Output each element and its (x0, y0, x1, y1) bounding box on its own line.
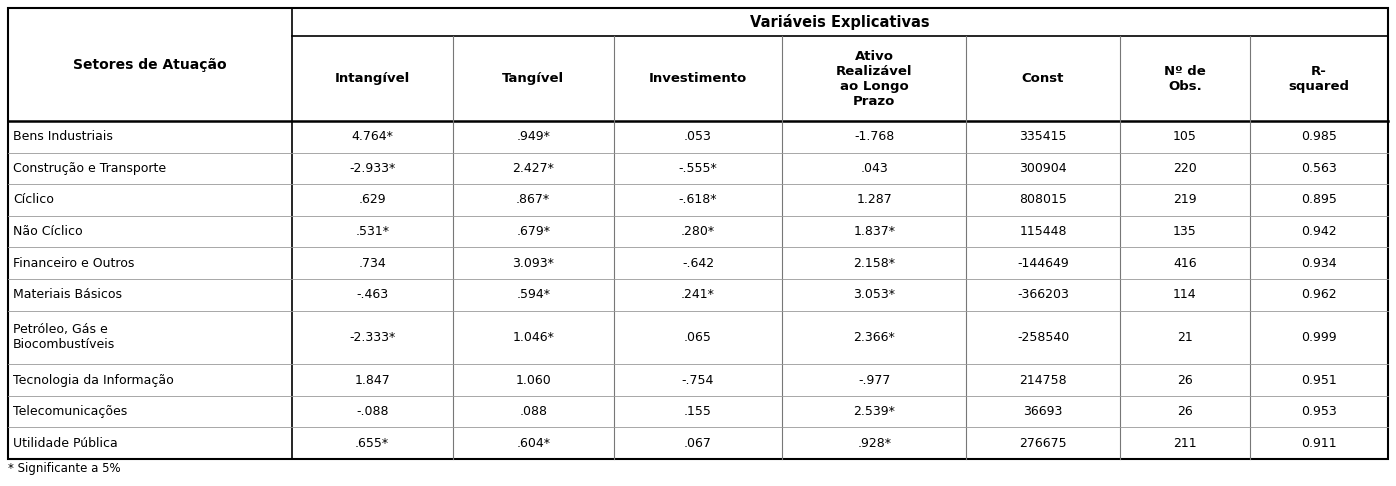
Text: 300904: 300904 (1019, 162, 1067, 175)
Text: Bens Industriais: Bens Industriais (13, 130, 113, 143)
Text: 0.951: 0.951 (1301, 374, 1337, 386)
Text: Cíclico: Cíclico (13, 193, 54, 207)
Text: 211: 211 (1173, 437, 1196, 450)
Text: 0.563: 0.563 (1301, 162, 1337, 175)
Text: 3.053*: 3.053* (853, 288, 895, 301)
Text: Financeiro e Outros: Financeiro e Outros (13, 257, 134, 270)
Text: .949*: .949* (517, 130, 550, 143)
Text: 1.046*: 1.046* (512, 331, 554, 344)
Text: 2.366*: 2.366* (853, 331, 895, 344)
Text: Utilidade Pública: Utilidade Pública (13, 437, 117, 450)
Text: .679*: .679* (517, 225, 550, 238)
Text: 219: 219 (1173, 193, 1196, 207)
Text: 0.962: 0.962 (1301, 288, 1337, 301)
Text: .043: .043 (860, 162, 888, 175)
Text: Não Cíclico: Não Cíclico (13, 225, 82, 238)
Text: 0.953: 0.953 (1301, 405, 1337, 418)
Text: 1.060: 1.060 (515, 374, 551, 386)
Text: .088: .088 (519, 405, 547, 418)
Text: 114: 114 (1173, 288, 1196, 301)
Text: 220: 220 (1173, 162, 1196, 175)
Text: .065: .065 (684, 331, 712, 344)
Text: 276675: 276675 (1019, 437, 1067, 450)
Text: 36693: 36693 (1023, 405, 1062, 418)
Text: 4.764*: 4.764* (352, 130, 394, 143)
Text: 0.934: 0.934 (1301, 257, 1337, 270)
Text: 0.942: 0.942 (1301, 225, 1337, 238)
Text: 1.847: 1.847 (355, 374, 389, 386)
Text: Nº de
Obs.: Nº de Obs. (1164, 65, 1206, 92)
Text: .928*: .928* (857, 437, 891, 450)
Text: Variáveis Explicativas: Variáveis Explicativas (750, 14, 930, 30)
Text: 115448: 115448 (1019, 225, 1067, 238)
Text: .629: .629 (359, 193, 385, 207)
Text: 335415: 335415 (1019, 130, 1067, 143)
Text: Construção e Transporte: Construção e Transporte (13, 162, 166, 175)
Text: .280*: .280* (681, 225, 715, 238)
Text: 21: 21 (1177, 331, 1192, 344)
Text: 3.093*: 3.093* (512, 257, 554, 270)
Text: .241*: .241* (681, 288, 715, 301)
Text: 0.999: 0.999 (1301, 331, 1337, 344)
Text: 2.427*: 2.427* (512, 162, 554, 175)
Text: .155: .155 (684, 405, 712, 418)
Text: -.555*: -.555* (678, 162, 718, 175)
Text: R-
squared: R- squared (1289, 65, 1350, 92)
Text: Ativo
Realizável
ao Longo
Prazo: Ativo Realizável ao Longo Prazo (836, 50, 913, 107)
Text: 0.985: 0.985 (1301, 130, 1337, 143)
Text: -258540: -258540 (1016, 331, 1069, 344)
Text: Petróleo, Gás e
Biocombustíveis: Petróleo, Gás e Biocombustíveis (13, 323, 116, 351)
Text: .594*: .594* (517, 288, 550, 301)
Text: 1.837*: 1.837* (853, 225, 895, 238)
Text: Tecnologia da Informação: Tecnologia da Informação (13, 374, 173, 386)
Text: 2.158*: 2.158* (853, 257, 895, 270)
Text: Const: Const (1022, 72, 1064, 85)
Text: -1.768: -1.768 (854, 130, 895, 143)
Text: .604*: .604* (517, 437, 550, 450)
Text: 2.539*: 2.539* (853, 405, 895, 418)
Text: -.977: -.977 (859, 374, 891, 386)
Text: 135: 135 (1173, 225, 1196, 238)
Text: -366203: -366203 (1018, 288, 1069, 301)
Text: Investimento: Investimento (649, 72, 747, 85)
Text: * Significante a 5%: * Significante a 5% (8, 462, 120, 475)
Text: .053: .053 (684, 130, 712, 143)
Text: -.642: -.642 (681, 257, 715, 270)
Text: -2.333*: -2.333* (349, 331, 395, 344)
Text: -.463: -.463 (356, 288, 388, 301)
Text: 1.287: 1.287 (857, 193, 892, 207)
Text: .655*: .655* (355, 437, 389, 450)
Text: Telecomunicações: Telecomunicações (13, 405, 127, 418)
Text: -2.933*: -2.933* (349, 162, 395, 175)
Text: Setores de Atuação: Setores de Atuação (73, 57, 226, 71)
Text: .867*: .867* (517, 193, 550, 207)
Text: 214758: 214758 (1019, 374, 1067, 386)
Text: .067: .067 (684, 437, 712, 450)
Text: 105: 105 (1173, 130, 1196, 143)
Text: -.618*: -.618* (678, 193, 718, 207)
Text: 808015: 808015 (1019, 193, 1067, 207)
Text: 26: 26 (1177, 405, 1192, 418)
Text: -.088: -.088 (356, 405, 388, 418)
Text: -.754: -.754 (681, 374, 715, 386)
Text: Tangível: Tangível (503, 72, 564, 85)
Text: 416: 416 (1173, 257, 1196, 270)
Text: Materiais Básicos: Materiais Básicos (13, 288, 121, 301)
Text: Intangível: Intangível (335, 72, 410, 85)
Text: 0.911: 0.911 (1301, 437, 1337, 450)
Text: -144649: -144649 (1018, 257, 1069, 270)
Text: .531*: .531* (355, 225, 389, 238)
Text: 26: 26 (1177, 374, 1192, 386)
Text: 0.895: 0.895 (1301, 193, 1337, 207)
Text: .734: .734 (359, 257, 387, 270)
